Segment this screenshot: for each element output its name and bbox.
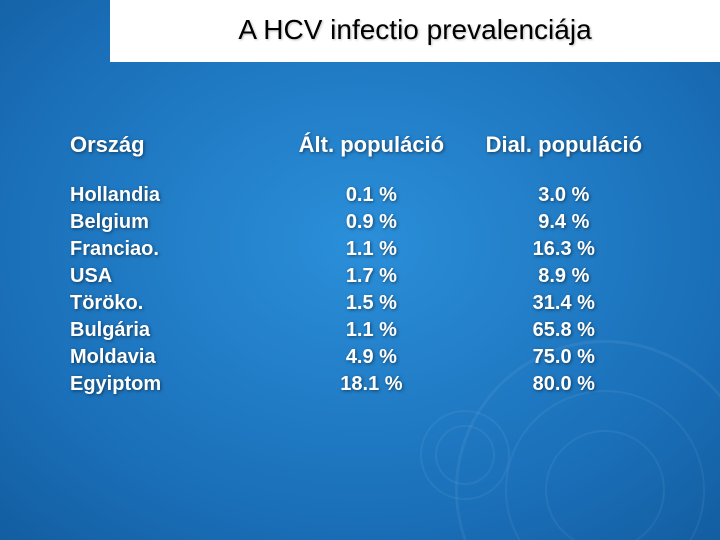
- slide-title: A HCV infectio prevalenciája: [110, 0, 720, 62]
- cell-country: Bulgária: [70, 317, 275, 344]
- cell-dialysis: 75.0 %: [468, 344, 660, 371]
- prevalence-table: Ország Ált. populáció Dial. populáció Ho…: [70, 132, 660, 398]
- cell-country: Franciao.: [70, 236, 275, 263]
- cell-general: 0.1 %: [275, 182, 467, 209]
- cell-general: 1.7 %: [275, 263, 467, 290]
- decorative-circle: [420, 410, 510, 500]
- table-row: Egyiptom 18.1 % 80.0 %: [70, 371, 660, 398]
- table-container: Ország Ált. populáció Dial. populáció Ho…: [0, 62, 720, 398]
- cell-dialysis: 8.9 %: [468, 263, 660, 290]
- cell-general: 0.9 %: [275, 209, 467, 236]
- cell-general: 18.1 %: [275, 371, 467, 398]
- cell-dialysis: 31.4 %: [468, 290, 660, 317]
- cell-country: Egyiptom: [70, 371, 275, 398]
- decorative-circle: [435, 425, 495, 485]
- col-header-dialysis: Dial. populáció: [468, 132, 660, 182]
- cell-country: USA: [70, 263, 275, 290]
- cell-general: 1.5 %: [275, 290, 467, 317]
- cell-general: 4.9 %: [275, 344, 467, 371]
- col-header-country: Ország: [70, 132, 275, 182]
- table-row: Bulgária 1.1 % 65.8 %: [70, 317, 660, 344]
- decorative-circle: [545, 430, 665, 540]
- table-row: Franciao. 1.1 % 16.3 %: [70, 236, 660, 263]
- cell-dialysis: 65.8 %: [468, 317, 660, 344]
- cell-dialysis: 80.0 %: [468, 371, 660, 398]
- table-row: Hollandia 0.1 % 3.0 %: [70, 182, 660, 209]
- cell-country: Moldavia: [70, 344, 275, 371]
- cell-dialysis: 9.4 %: [468, 209, 660, 236]
- table-row: Moldavia 4.9 % 75.0 %: [70, 344, 660, 371]
- decorative-circle: [505, 390, 705, 540]
- table-row: USA 1.7 % 8.9 %: [70, 263, 660, 290]
- col-header-general: Ált. populáció: [275, 132, 467, 182]
- cell-dialysis: 16.3 %: [468, 236, 660, 263]
- cell-general: 1.1 %: [275, 317, 467, 344]
- cell-country: Hollandia: [70, 182, 275, 209]
- cell-dialysis: 3.0 %: [468, 182, 660, 209]
- cell-general: 1.1 %: [275, 236, 467, 263]
- cell-country: Belgium: [70, 209, 275, 236]
- table-row: Töröko. 1.5 % 31.4 %: [70, 290, 660, 317]
- cell-country: Töröko.: [70, 290, 275, 317]
- table-row: Belgium 0.9 % 9.4 %: [70, 209, 660, 236]
